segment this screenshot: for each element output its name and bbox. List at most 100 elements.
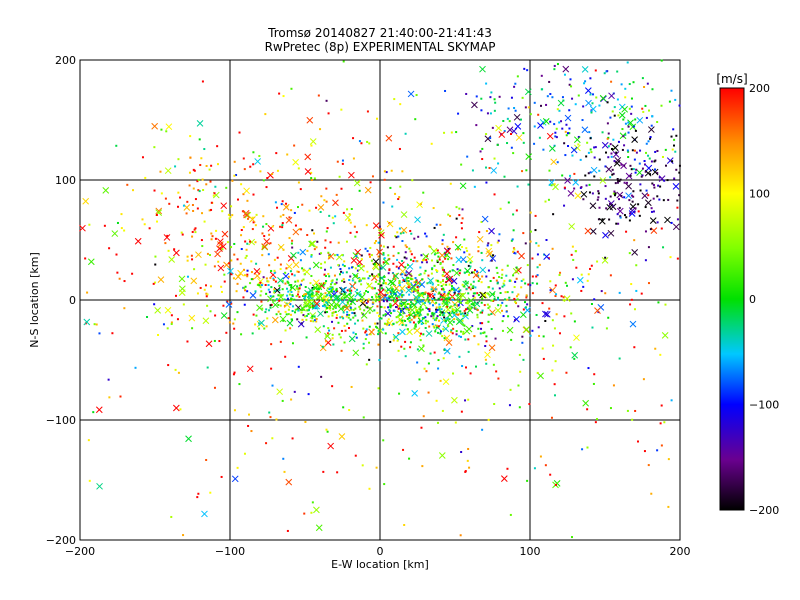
y-tick-label: 100 <box>55 174 76 187</box>
data-point-dot <box>498 95 501 98</box>
x-tick-label: −200 <box>65 545 95 558</box>
data-point-cross <box>190 277 198 285</box>
data-point-dot <box>204 284 207 287</box>
data-point-dot <box>499 304 502 307</box>
data-point-dot <box>405 315 408 318</box>
data-point-dot <box>350 385 353 388</box>
data-point-cross <box>599 94 607 102</box>
data-point-dot <box>447 213 450 216</box>
data-point-dot <box>666 179 669 182</box>
data-point-dot <box>283 298 286 301</box>
data-point-dot <box>383 178 386 181</box>
data-point-dot <box>348 267 351 270</box>
data-point-dot <box>631 200 634 203</box>
data-point-cross <box>648 126 655 133</box>
data-point-cross <box>237 269 244 277</box>
data-point-dot <box>355 299 358 302</box>
data-point-dot <box>406 264 409 267</box>
data-point-dot <box>332 288 335 291</box>
data-point-dot <box>236 466 239 469</box>
data-point-dot <box>421 294 424 297</box>
data-point-dot <box>635 264 638 267</box>
data-point-cross <box>168 256 176 263</box>
data-point-dot <box>303 512 306 515</box>
data-point-dot <box>338 175 341 178</box>
data-point-dot <box>512 250 515 253</box>
data-point-dot <box>565 123 568 126</box>
data-point-dot <box>208 254 211 257</box>
data-point-dot <box>401 307 404 310</box>
data-point-dot <box>118 277 121 280</box>
data-point-cross <box>644 199 652 207</box>
data-point-dot <box>350 285 353 288</box>
data-point-dot <box>240 183 243 186</box>
data-point-dot <box>471 325 474 328</box>
data-point-cross <box>548 145 556 152</box>
data-point-dot <box>327 299 330 302</box>
data-point-cross <box>392 333 400 341</box>
data-point-dot <box>442 288 445 291</box>
data-point-dot <box>387 254 390 257</box>
data-point-cross <box>413 312 421 320</box>
data-point-dot <box>445 255 448 258</box>
data-point-dot <box>457 300 460 303</box>
data-point-dot <box>400 309 403 312</box>
data-point-dot <box>287 275 290 278</box>
data-point-dot <box>309 320 312 323</box>
data-point-cross <box>277 293 285 301</box>
data-point-dot <box>199 286 202 289</box>
data-point-dot <box>676 257 679 260</box>
data-point-dot <box>656 121 659 124</box>
data-point-cross <box>397 316 404 323</box>
data-point-dot <box>269 276 272 279</box>
data-point-cross <box>306 116 314 124</box>
data-point-dot <box>433 293 436 296</box>
data-point-dot <box>324 268 327 271</box>
data-point-dot <box>635 289 638 292</box>
data-point-dot <box>606 122 609 125</box>
data-point-dot <box>325 299 328 302</box>
data-point-dot <box>556 63 559 66</box>
data-point-dot <box>410 232 413 235</box>
data-point-dot <box>360 254 363 257</box>
data-point-dot <box>564 281 567 284</box>
data-point-dot <box>269 306 272 309</box>
data-point-dot <box>291 437 294 440</box>
data-point-dot <box>628 199 631 202</box>
data-point-dot <box>427 294 430 297</box>
data-point-dot <box>604 256 607 259</box>
data-point-dot <box>378 282 381 285</box>
data-point-dot <box>533 142 536 145</box>
data-point-cross <box>400 226 408 234</box>
data-point-dot <box>568 83 571 86</box>
data-point-cross <box>304 153 312 161</box>
data-point-dot <box>209 491 212 494</box>
data-point-dot <box>141 218 144 221</box>
data-point-dot <box>455 330 458 333</box>
data-point-cross <box>459 182 467 190</box>
data-point-dot <box>472 280 475 283</box>
data-point-dot <box>397 307 400 310</box>
data-point-dot <box>393 274 396 277</box>
data-point-dot <box>395 297 398 300</box>
data-point-dot <box>559 271 562 274</box>
data-point-dot <box>565 284 568 287</box>
data-point-dot <box>283 304 286 307</box>
data-point-dot <box>437 297 440 300</box>
data-point-dot <box>273 288 276 291</box>
data-point-dot <box>162 323 165 326</box>
data-point-dot <box>280 203 283 206</box>
data-point-cross <box>405 286 413 294</box>
data-point-dot <box>570 312 573 315</box>
data-point-dot <box>376 305 379 308</box>
data-point-dot <box>429 282 432 285</box>
data-point-dot <box>488 305 491 308</box>
data-point-dot <box>639 183 642 186</box>
data-point-dot <box>476 313 479 316</box>
data-point-dot <box>426 320 429 323</box>
data-point-dot <box>317 290 320 293</box>
data-point-dot <box>671 148 674 151</box>
data-point-dot <box>628 107 631 110</box>
data-point-dot <box>455 206 458 209</box>
data-point-dot <box>346 208 349 211</box>
